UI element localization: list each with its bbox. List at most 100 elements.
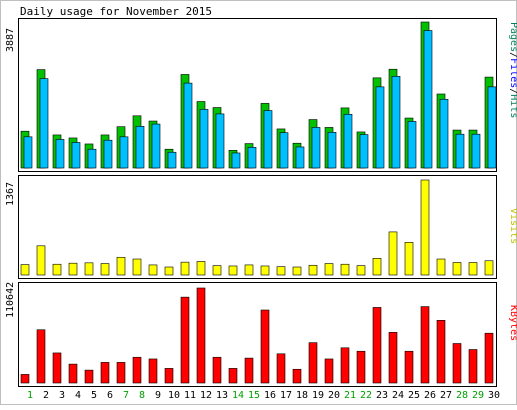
visits-bar: [228, 265, 238, 276]
files-bar: [487, 86, 497, 169]
x-tick-label: 26: [424, 390, 436, 401]
x-tick-label: 8: [139, 390, 145, 401]
kbytes-bar: [180, 296, 190, 384]
visits-bar: [292, 266, 302, 276]
x-tick-label: 9: [155, 390, 161, 401]
visits-bar: [372, 258, 382, 276]
kbytes-bar: [36, 329, 46, 384]
x-tick-label: 7: [123, 390, 129, 401]
visits-bar: [260, 265, 270, 276]
visits-ymax-label: 1367: [5, 182, 16, 206]
x-tick-label: 21: [344, 390, 356, 401]
visits-bar: [404, 242, 414, 276]
legend-sep-2: /: [508, 88, 517, 94]
x-tick-label: 2: [43, 390, 49, 401]
x-tick-label: 23: [376, 390, 388, 401]
legend-files: Files: [508, 58, 517, 88]
kbytes-bar: [164, 368, 174, 384]
visits-bar: [84, 262, 94, 276]
kbytes-bar: [260, 309, 270, 384]
legend-hits: Hits: [508, 94, 517, 118]
kbytes-bar: [340, 347, 350, 384]
visits-bar: [308, 264, 318, 276]
files-bar: [343, 113, 353, 169]
files-bar: [87, 148, 97, 169]
visits-bar: [276, 266, 286, 276]
kbytes-bar: [244, 357, 254, 384]
x-tick-label: 25: [408, 390, 420, 401]
visits-bar: [68, 262, 78, 276]
x-axis-labels: 1 2 3 4 5 6 7 8 9 10 11 12 13 14 15 16 17 18 19 20 21 22 23 24 2…: [27, 390, 500, 401]
kbytes-legend: KBytes: [508, 305, 517, 341]
x-tick-label: 30: [488, 390, 500, 401]
files-bar: [311, 127, 321, 169]
visits-bar: [116, 256, 126, 276]
x-tick-label: 1: [27, 390, 33, 401]
hits-legend: Pages/Files/Hits: [508, 22, 517, 118]
hits-panel-frame: [18, 18, 497, 172]
files-bar: [359, 134, 369, 169]
x-tick-label: 4: [75, 390, 81, 401]
visits-bar: [436, 258, 446, 276]
kbytes-bar: [388, 332, 398, 384]
files-bar: [23, 136, 33, 169]
chart-title: Daily usage for November 2015: [20, 5, 212, 18]
visits-legend: Visits: [508, 208, 517, 244]
files-bar: [167, 151, 177, 169]
visits-bar: [36, 245, 46, 276]
kbytes-bar: [84, 369, 94, 384]
x-tick-label: 6: [107, 390, 113, 401]
visits-bar: [324, 263, 334, 276]
kbytes-bar: [356, 350, 366, 384]
x-tick-label: 15: [248, 390, 260, 401]
files-bar: [279, 132, 289, 169]
x-tick-label: 11: [184, 390, 196, 401]
files-bar: [39, 78, 49, 169]
files-bar: [183, 82, 193, 169]
kbytes-bar: [436, 320, 446, 384]
x-tick-label: 19: [312, 390, 324, 401]
x-tick-label: 3: [59, 390, 65, 401]
kbytes-bar: [324, 358, 334, 384]
files-bar: [215, 113, 225, 169]
visits-bar: [180, 261, 190, 276]
visits-bar: [52, 263, 62, 276]
kbytes-bar: [132, 356, 142, 384]
files-bar: [263, 110, 273, 169]
visits-bar: [452, 262, 462, 276]
kbytes-ymax-label: 110642: [5, 282, 16, 318]
x-tick-label: 20: [328, 390, 340, 401]
files-bar: [135, 126, 145, 169]
files-bar: [103, 139, 113, 169]
visits-bar: [100, 263, 110, 276]
visits-bar: [420, 179, 430, 276]
files-bar: [327, 132, 337, 169]
bars-layer: [20, 21, 497, 384]
kbytes-bar: [148, 358, 158, 384]
x-tick-label: 29: [472, 390, 484, 401]
files-bar: [455, 133, 465, 169]
kbytes-bar: [452, 343, 462, 384]
legend-pages: Pages: [508, 22, 517, 52]
x-tick-label: 10: [168, 390, 180, 401]
kbytes-bar: [116, 362, 126, 384]
files-bar: [71, 142, 81, 169]
files-bar: [391, 76, 401, 169]
kbytes-bar: [468, 349, 478, 384]
files-bar: [199, 109, 209, 169]
kbytes-bar: [308, 342, 318, 384]
x-tick-label: 14: [232, 390, 244, 401]
files-bar: [375, 86, 385, 169]
visits-bar: [148, 264, 158, 276]
visits-bar: [468, 262, 478, 276]
x-tick-label: 18: [296, 390, 308, 401]
files-bar: [295, 146, 305, 169]
kbytes-bar: [68, 363, 78, 384]
kbytes-bar: [404, 350, 414, 384]
x-tick-label: 24: [392, 390, 404, 401]
kbytes-bar: [484, 332, 494, 384]
visits-panel-frame: [18, 175, 497, 279]
x-tick-label: 17: [280, 390, 292, 401]
